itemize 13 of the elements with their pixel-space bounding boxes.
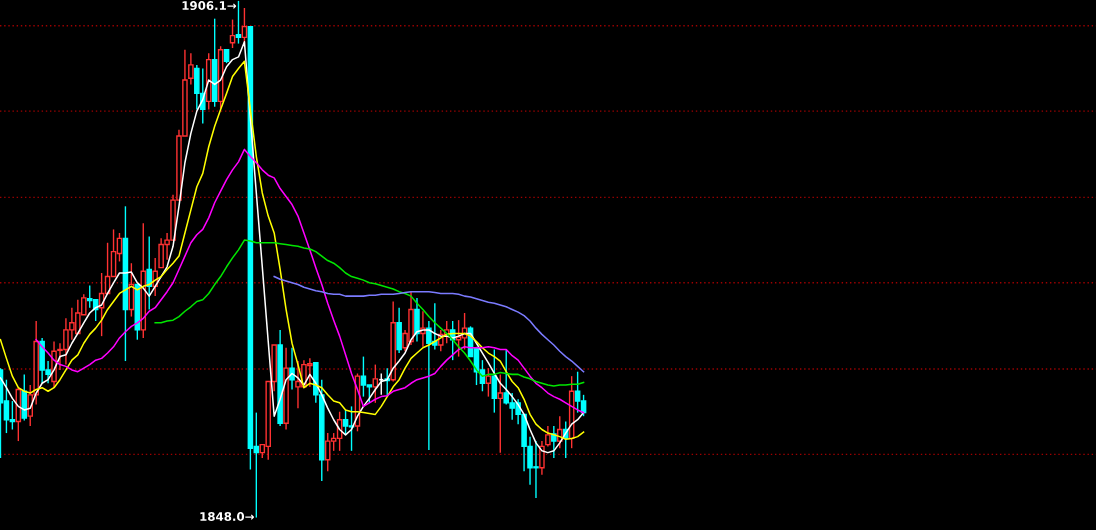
annotation: 1848.0→ xyxy=(200,512,254,521)
candlestick xyxy=(289,347,295,391)
candlestick xyxy=(188,52,194,86)
candlestick xyxy=(283,347,289,431)
candlestick xyxy=(390,300,396,383)
candlestick xyxy=(235,0,242,45)
candlestick xyxy=(146,235,153,311)
candlestick xyxy=(378,372,385,396)
candlestick xyxy=(539,440,545,476)
candlestick xyxy=(497,373,504,454)
candlestick xyxy=(551,425,557,459)
annotation: 1906.1→ xyxy=(182,1,237,11)
candlestick xyxy=(545,425,551,448)
